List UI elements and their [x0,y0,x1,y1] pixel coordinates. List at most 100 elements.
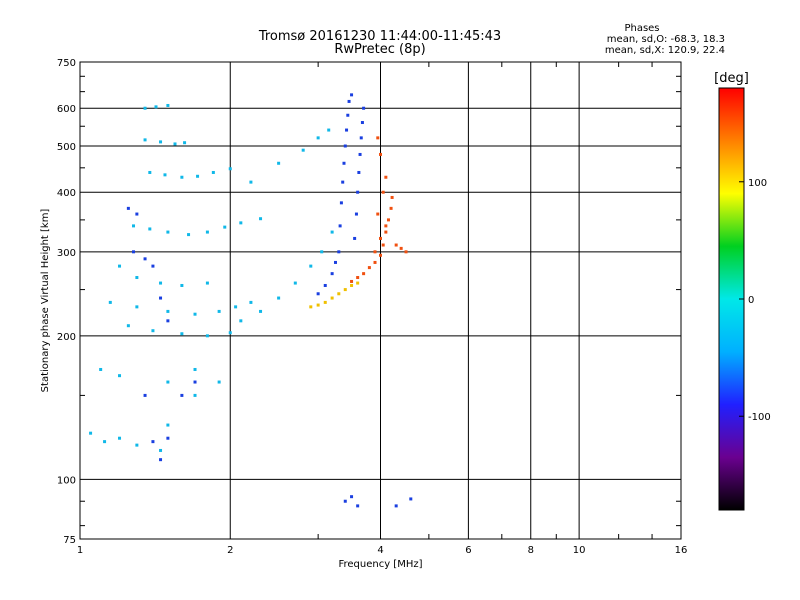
data-point [357,170,361,174]
data-point [360,121,364,125]
x-tick-label: 16 [675,545,688,556]
data-point [118,374,122,378]
data-point [342,161,346,165]
data-point [409,497,413,501]
data-point [343,499,347,503]
colorbar-tick-label: 100 [748,178,767,189]
y-tick-label: 100 [57,475,76,486]
plot-frame [79,61,682,540]
data-point [180,393,184,397]
data-point [135,305,139,309]
data-point [108,300,112,304]
data-point [135,212,139,216]
data-point [381,243,385,247]
data-point [309,264,313,268]
data-point [323,283,327,287]
data-point [99,367,103,371]
data-point [217,380,221,384]
data-point [193,393,197,397]
data-point [394,243,398,247]
chart-title: Tromsø 20161230 11:44:00-11:45:43 [258,29,501,44]
phase-heading: Phases [624,23,659,34]
data-point [367,266,371,270]
y-tick-label: 200 [57,332,76,343]
data-point [180,283,184,287]
data-point [180,332,184,336]
data-point [323,300,327,304]
data-point [193,380,197,384]
phase-o-stats: mean, sd,O: -68.3, 18.3 [607,34,725,45]
data-point [346,113,350,117]
data-point [159,448,163,452]
data-point [132,224,136,228]
y-axis-label: Stationary phase Virtual Height [km] [40,209,51,393]
data-point [135,443,139,447]
data-point [166,423,170,427]
data-point [228,167,232,171]
data-point [205,334,209,338]
phase-x-stats: mean, sd,X: 120.9, 22.4 [605,45,725,56]
data-point [173,142,177,146]
data-point [333,260,337,264]
data-point [316,292,320,296]
data-point [183,141,187,145]
data-point [143,393,147,397]
data-point [166,309,170,313]
data-point [118,436,122,440]
x-tick-label: 2 [227,545,233,556]
data-point [339,201,343,205]
data-point [234,305,238,309]
data-point [89,431,93,435]
data-point [159,281,163,285]
data-point [354,212,358,216]
data-point [316,303,320,307]
colorbar-tick-label: -100 [748,412,771,423]
data-point [384,224,388,228]
data-point [118,264,122,268]
y-tick-label: 750 [57,58,76,69]
data-point [166,230,170,234]
data-point [205,281,209,285]
data-point [404,250,408,254]
data-point [376,212,380,216]
data-point [151,329,155,333]
data-point [159,140,163,144]
data-point [293,281,297,285]
data-point [350,279,354,283]
data-point [193,367,197,371]
data-point [384,230,388,234]
data-point [353,236,357,240]
data-point [143,257,147,261]
data-point [148,170,152,174]
colorbar-label: [deg] [714,71,749,86]
x-tick-label: 1 [77,545,83,556]
x-tick-label: 10 [573,545,586,556]
data-point [249,180,253,184]
data-point [362,106,366,110]
data-point [386,218,390,222]
data-point [166,436,170,440]
data-point [337,292,341,296]
data-point [239,319,243,323]
data-point [309,305,313,309]
data-point [356,504,360,508]
data-point [356,276,360,280]
data-point [180,175,184,179]
chart-subtitle: RwPretec (8p) [334,42,425,57]
y-tick-label: 400 [57,188,76,199]
y-tick-label: 500 [57,142,76,153]
data-point [390,195,394,199]
data-point [356,190,360,194]
data-point [148,227,152,231]
data-point [330,230,334,234]
data-point [343,144,347,148]
data-point [211,170,215,174]
data-point [143,138,147,142]
data-point [217,309,221,313]
data-point [337,250,341,254]
data-point [135,276,139,280]
data-point [166,380,170,384]
x-tick-label: 6 [465,545,471,556]
x-tick-label: 8 [528,545,534,556]
data-point [187,233,191,237]
